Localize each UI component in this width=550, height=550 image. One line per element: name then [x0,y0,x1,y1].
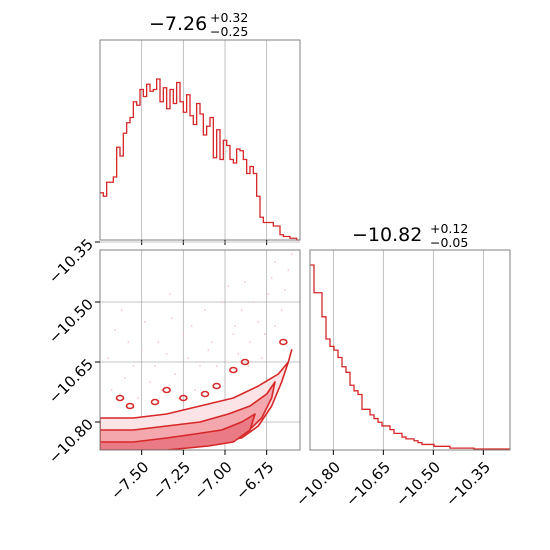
title-x-plus: +0.32 [210,10,248,25]
contour-island-9 [200,390,210,398]
scatter-point-26 [227,285,230,287]
scatter-point-25 [204,309,206,311]
scatter-point-22 [127,341,130,343]
xtick-label-y-hist-0: −10.80 [292,458,344,510]
contour-island-4 [212,382,221,390]
scatter-point-38 [284,289,286,291]
ticks-x-hist [141,240,268,245]
scatter-point-27 [240,309,243,311]
ticks-y-hist [332,450,484,455]
scatter-point-21 [110,389,113,391]
scatter-point-16 [174,373,176,375]
scatter-point-43 [210,341,213,343]
scatter-point-13 [287,269,290,271]
scatter-point-5 [207,349,210,351]
histogram-y-series [310,264,510,450]
xtick-labels-joint: −7.50−7.25−7.00−6.75 [107,458,277,503]
scatter-point-32 [154,365,156,367]
joint-panel: −7.50−7.25−7.00−6.75 −10.80−10.65−10.50−… [45,235,301,503]
xtick-labels-y-hist: −10.80−10.65−10.50−10.35 [292,458,494,510]
xtick-label-joint-2: −7.00 [191,458,236,503]
scatter-point-4 [190,325,193,327]
xtick-label-y-hist-1: −10.65 [342,458,394,510]
scatter-point-34 [199,365,201,367]
scatter-point-6 [220,301,223,303]
scatter-point-45 [252,301,255,303]
scatter-point-30 [107,357,110,359]
scatter-point-40 [124,377,126,379]
ytick-label-joint-3: −10.35 [45,235,97,287]
scatter-point-46 [270,277,273,279]
xtick-label-joint-0: −7.50 [107,458,152,503]
ytick-labels-joint: −10.80 −10.65 −10.50 −10.35 [45,235,97,467]
scatter-point-10 [267,293,270,295]
xtick-label-y-hist-3: −10.35 [442,458,494,510]
title-x-value: −7.26 [149,13,207,35]
scatter-point-12 [280,309,283,311]
contour-island-1 [125,402,135,410]
scatter-point-48 [140,349,143,351]
frame-y-hist [309,249,511,451]
grid-x-hist [141,40,268,240]
scatter-point-41 [160,389,163,391]
ytick-label-joint-1: −10.65 [45,355,97,407]
contour-inner [100,413,256,450]
scatter-point-39 [290,253,293,255]
contour-island-0 [115,394,125,402]
scatter-point-2 [157,341,160,343]
title-y-plus: +0.12 [430,221,468,236]
ticks-joint [95,241,268,455]
scatter-point-49 [170,317,173,319]
title-x-minus: −0.25 [210,24,248,39]
xtick-label-joint-1: −7.25 [149,458,194,503]
scatter-point-24 [182,333,185,335]
scatter-point-11 [274,261,276,263]
scatter-point-18 [215,365,218,367]
scatter-point-35 [224,381,226,383]
scatter-point-17 [194,389,196,391]
title-y-minus: −0.05 [430,235,468,250]
scatter-point-23 [165,353,168,355]
contour-island-5 [229,366,238,374]
joint-density-content [100,253,293,450]
contour-island-6 [240,358,250,366]
scatter-point-37 [260,357,263,359]
scatter-point-33 [177,397,180,399]
histogram-panel-y: −10.80−10.65−10.50−10.35 −10.82 +0.12 −0… [292,221,511,510]
scatter-point-8 [244,281,246,283]
scatter-point-15 [149,381,151,383]
histogram-panel-x: −7.26 +0.32 −0.25 [99,10,301,245]
scatter-point-29 [274,325,276,327]
scatter-point-9 [257,321,260,323]
scatter-point-36 [247,365,250,367]
scatter-point-1 [144,321,146,323]
xtick-label-joint-3: −6.75 [232,458,277,503]
ytick-label-joint-0: −10.80 [45,415,97,467]
scatter-point-0 [120,309,123,311]
scatter-point-44 [234,325,236,327]
scatter-point-19 [237,353,240,355]
scatter-point-42 [187,357,190,359]
xtick-label-y-hist-2: −10.50 [392,458,444,510]
title-y-value: −10.82 [352,224,422,246]
scatter-point-14 [132,365,135,367]
scatter-point-47 [114,329,116,331]
scatter-point-20 [249,341,251,343]
ytick-label-joint-2: −10.50 [45,295,97,347]
frame-x-hist [99,39,301,241]
grid-y-hist [332,250,484,450]
histogram-x-series [100,78,300,241]
contour-island-7 [279,338,288,346]
scatter-point-7 [232,333,235,335]
scatter-point-31 [137,397,140,399]
frame-joint [99,249,301,451]
scatter-point-28 [264,333,266,335]
scatter-point-3 [169,293,171,295]
contour-island-8 [150,398,160,406]
contour-island-2 [162,386,171,394]
contour-island-3 [179,394,188,402]
